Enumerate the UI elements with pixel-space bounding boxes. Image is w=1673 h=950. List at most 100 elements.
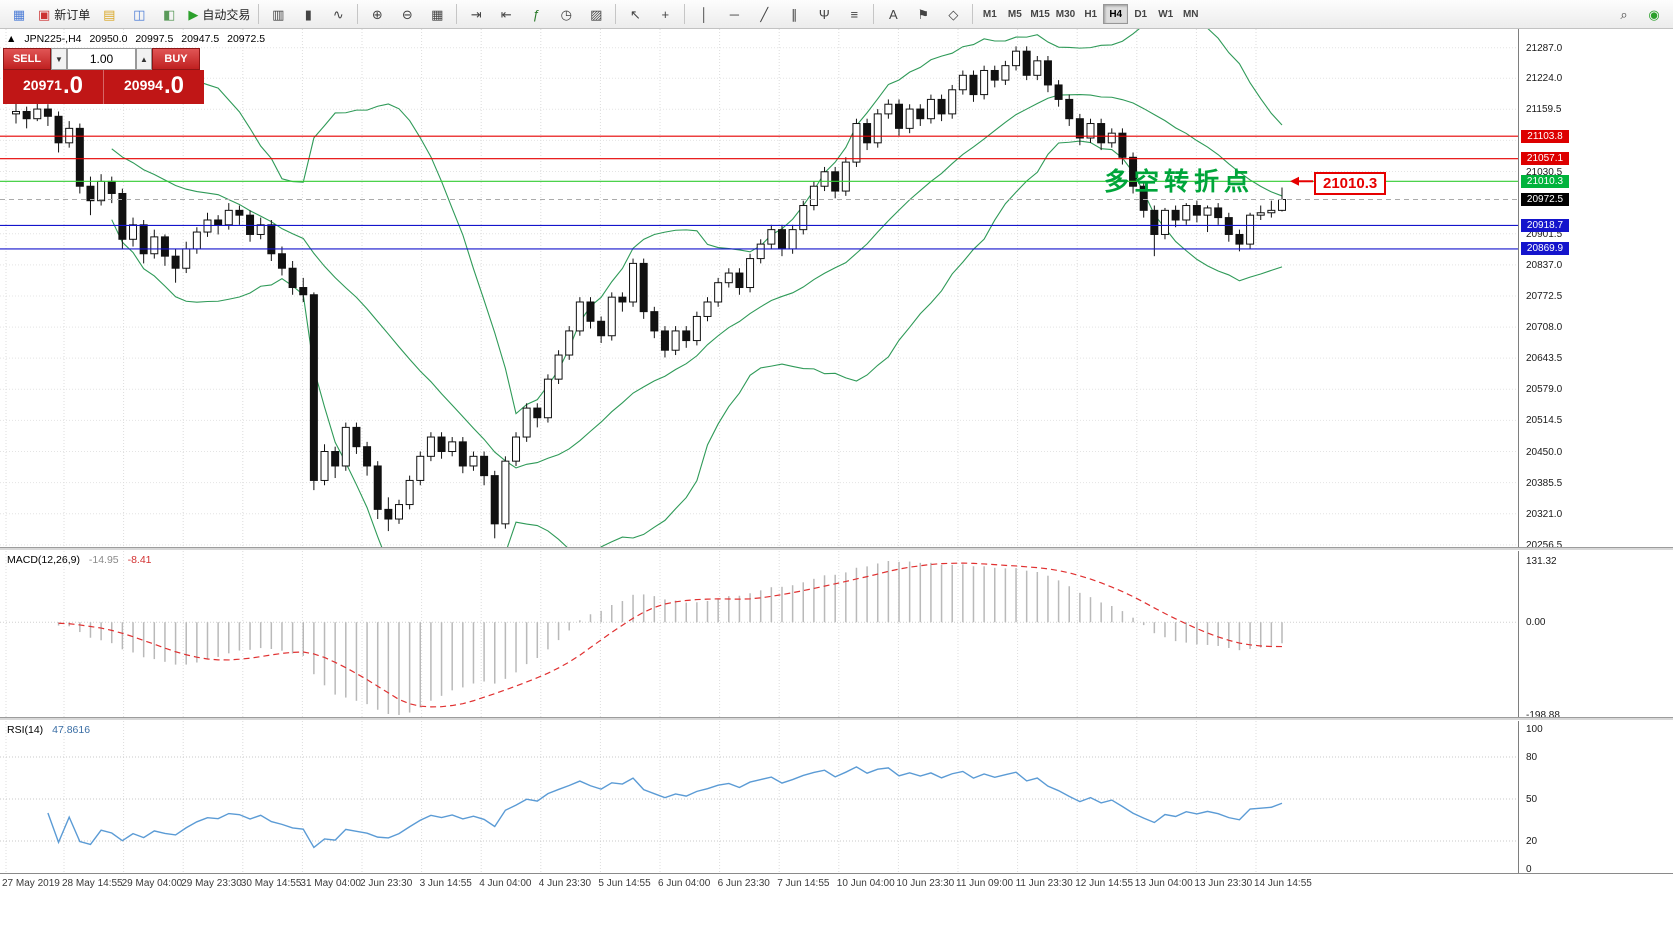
horizontal-line-icon[interactable]: ─ [729, 6, 739, 22]
price-tick-label: 21287.0 [1526, 42, 1563, 54]
rsi-panel[interactable]: RSI(14) 47.8616 100 80 50 20 0 [0, 721, 1673, 875]
macd-main-value: -14.95 [88, 554, 119, 566]
buy-button[interactable]: BUY [152, 48, 200, 70]
indicators-icon[interactable]: ƒ [532, 6, 540, 22]
sell-price-pips: .0 [62, 72, 83, 99]
macd-canvas[interactable] [0, 551, 1518, 717]
rsi-name: RSI(14) [7, 724, 44, 736]
time-tick-label: 4 Jun 23:30 [538, 878, 592, 889]
buy-price[interactable]: 20994 .0 [104, 70, 204, 104]
rsi-axis-label: 100 [1526, 724, 1543, 735]
arrows-icon[interactable]: ⚑ [917, 6, 930, 22]
time-tick-label: 6 Jun 04:00 [658, 878, 711, 889]
timeframe-m1-button[interactable]: M1 [977, 4, 1002, 24]
macd-histogram [57, 561, 1283, 715]
macd-panel[interactable]: MACD(12,26,9) -14.95 -8.41 131.32 0.00 -19… [0, 551, 1673, 721]
text-icon[interactable]: A [888, 6, 898, 22]
time-tick-label: 14 Jun 14:55 [1254, 878, 1312, 889]
symbol-marker-icon: ▲ [6, 33, 17, 45]
price-chart-panel[interactable]: ▲ JPN225-,H4 20950.0 20997.5 20947.5 209… [0, 29, 1673, 551]
rsi-line [47, 766, 1283, 849]
toolbar-separator [972, 4, 974, 24]
macd-signal-value: -8.41 [127, 554, 152, 566]
timeframe-h4-button[interactable]: H4 [1103, 4, 1129, 24]
chart-workspace: ▲ JPN225-,H4 20950.0 20997.5 20947.5 209… [0, 29, 1673, 950]
crosshair-icon[interactable]: + [661, 6, 670, 22]
price-tick-label: 20450.0 [1526, 446, 1563, 458]
toolbar-separator [873, 4, 875, 24]
bar-chart-icon[interactable]: ▥ [272, 6, 285, 22]
new-chart-icon[interactable]: ▦ [12, 6, 26, 22]
sell-button[interactable]: SELL [3, 48, 51, 70]
price-level-badge: 21057.1 [1521, 152, 1569, 166]
price-tick-label: 20901.5 [1526, 228, 1563, 240]
tile-windows-icon[interactable]: ▦ [431, 6, 444, 22]
community-icon[interactable]: ◉ [1648, 6, 1660, 22]
price-axis: 21287.021224.021159.521095.021030.520901… [1518, 29, 1673, 551]
price-tick-label: 21159.5 [1526, 104, 1562, 116]
rsi-axis-label: 20 [1526, 836, 1538, 847]
rsi-axis-label: 50 [1526, 794, 1538, 805]
rsi-canvas[interactable] [0, 721, 1518, 873]
navigator-icon[interactable]: ◧ [163, 6, 176, 22]
zoom-out-icon[interactable]: ⊖ [401, 6, 413, 22]
new-order-button[interactable]: ▣ 新订单 [38, 6, 91, 22]
shapes-icon[interactable]: ◇ [948, 6, 959, 22]
trendline-icon[interactable]: ╱ [760, 6, 769, 22]
bollinger-upper [111, 29, 1283, 415]
level-annotation-box: 21010.3 [1314, 172, 1387, 195]
sell-price[interactable]: 20971 .0 [3, 70, 104, 104]
turning-point-annotation: 多空转折点 [1104, 168, 1255, 196]
timeframe-m15-button[interactable]: M15 [1027, 4, 1052, 24]
volume-up-icon[interactable]: ▲ [136, 48, 152, 70]
periods-icon[interactable]: ◷ [560, 6, 572, 22]
timeframe-h1-button[interactable]: H1 [1078, 4, 1103, 24]
macd-axis: 131.32 0.00 -198.88 [1518, 551, 1673, 721]
rsi-axis: 100 80 50 20 0 [1518, 721, 1673, 875]
timeframe-mn-button[interactable]: MN [1178, 4, 1203, 24]
price-tick-label: 20385.5 [1526, 477, 1563, 489]
one-click-trading-panel: SELL ▼ ▲ BUY 20971 .0 20994 .0 [3, 48, 204, 104]
level-lines[interactable] [0, 135, 1518, 250]
autotrading-button[interactable]: ▶ 自动交易 [188, 6, 251, 22]
price-tick-label: 20514.5 [1526, 415, 1563, 427]
timeframe-m5-button[interactable]: M5 [1002, 4, 1027, 24]
low-value: 20947.5 [181, 33, 220, 45]
chart-shift-icon[interactable]: ⇤ [500, 6, 512, 22]
price-tick-label: 20772.5 [1526, 290, 1563, 302]
time-tick-label: 12 Jun 14:55 [1075, 878, 1134, 889]
vertical-line-icon[interactable]: │ [700, 6, 709, 22]
panel-separator[interactable] [0, 717, 1673, 721]
market-watch-icon[interactable]: ◫ [133, 6, 146, 22]
high-value: 20997.5 [135, 33, 174, 45]
timeframe-w1-button[interactable]: W1 [1153, 4, 1178, 24]
open-value: 20950.0 [89, 33, 128, 45]
zoom-in-icon[interactable]: ⊕ [371, 6, 383, 22]
cursor-icon[interactable]: ↖ [629, 6, 641, 22]
toolbar-separator [258, 4, 260, 24]
charts-folder-icon[interactable]: ▤ [103, 6, 116, 22]
line-chart-icon[interactable]: ∿ [332, 6, 344, 22]
close-value: 20972.5 [227, 33, 266, 45]
channel-icon[interactable]: ∥ [791, 6, 798, 22]
time-axis[interactable]: 27 May 2019 28 May 14:55 29 May 04:00 29 Ma… [0, 873, 1673, 894]
volume-input[interactable] [67, 48, 136, 70]
sell-dropdown-icon[interactable]: ▼ [51, 48, 67, 70]
macd-axis-label: -198.88 [1526, 710, 1560, 721]
price-tick-label: 20256.5 [1526, 539, 1563, 551]
search-icon[interactable]: ⌕ [1620, 6, 1628, 22]
panel-separator[interactable] [0, 547, 1673, 551]
pitchfork-icon[interactable]: Ψ [818, 6, 830, 22]
auto-scroll-icon[interactable]: ⇥ [470, 6, 482, 22]
fibonacci-icon[interactable]: ≡ [850, 6, 859, 22]
toolbar-separator [456, 4, 458, 24]
macd-name: MACD(12,26,9) [7, 554, 80, 566]
time-tick-label: 29 May 23:30 [181, 878, 242, 889]
templates-icon[interactable]: ▨ [590, 6, 603, 22]
price-chart-canvas[interactable] [0, 29, 1518, 547]
timeframe-d1-button[interactable]: D1 [1128, 4, 1153, 24]
time-tick-label: 29 May 04:00 [121, 878, 183, 889]
candlestick-chart-icon[interactable]: ▮ [304, 6, 312, 22]
timeframe-m30-button[interactable]: M30 [1053, 4, 1078, 24]
